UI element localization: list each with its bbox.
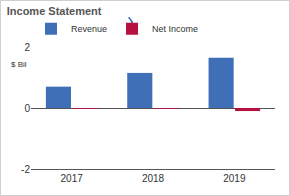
svg-text:Income Statement: Income Statement	[7, 5, 102, 17]
svg-text:2: 2	[24, 42, 30, 53]
svg-text:$ Bil: $ Bil	[11, 60, 27, 69]
svg-text:-2: -2	[21, 164, 30, 175]
svg-text:2018: 2018	[142, 173, 165, 184]
svg-text:2017: 2017	[61, 173, 84, 184]
svg-text:2019: 2019	[223, 173, 246, 184]
svg-text:0: 0	[24, 103, 30, 114]
svg-text:Revenue: Revenue	[71, 24, 107, 34]
svg-text:Net Income: Net Income	[152, 24, 198, 34]
